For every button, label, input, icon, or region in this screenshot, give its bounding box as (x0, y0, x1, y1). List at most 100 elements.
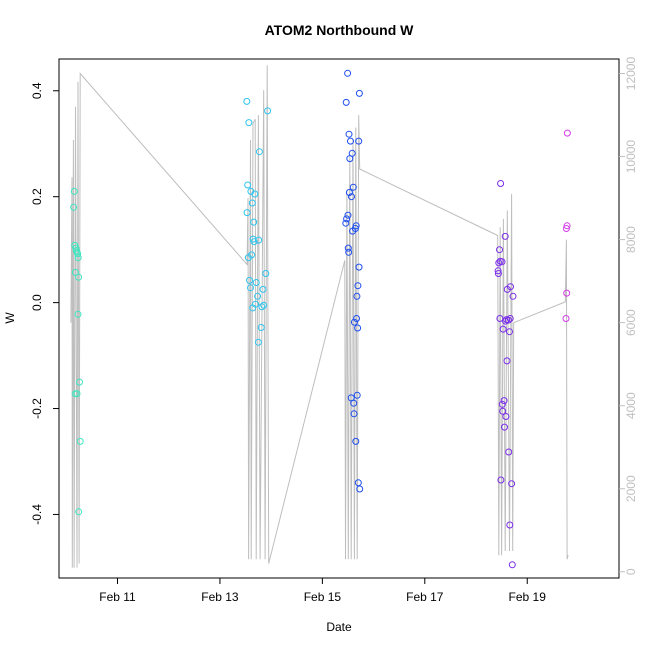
data-point (352, 437, 360, 445)
data-point (350, 318, 358, 326)
data-point (260, 301, 268, 309)
y2-tick-label: 0 (624, 568, 638, 575)
data-point (353, 391, 361, 399)
x-tick-label: Feb 19 (509, 590, 547, 604)
data-point (243, 97, 251, 105)
data-point (349, 183, 357, 191)
data-point (563, 222, 571, 230)
data-point (503, 285, 511, 293)
data-point (497, 180, 505, 187)
data-point (259, 285, 267, 293)
data-point (344, 244, 352, 252)
data-point (250, 218, 258, 226)
x-tick-label: Feb 17 (406, 590, 444, 604)
data-point (354, 282, 362, 290)
data-point (76, 378, 83, 386)
data-point (505, 448, 513, 456)
data-point (509, 292, 517, 300)
data-point (501, 232, 509, 240)
y2-tick-label: 8000 (624, 226, 638, 253)
chart-title: ATOM2 Northbound W (265, 22, 415, 38)
y2-tick-label: 4000 (624, 392, 638, 419)
data-point (74, 250, 82, 258)
data-point (244, 254, 252, 262)
y2-tick-label: 12000 (624, 57, 638, 91)
data-point (71, 268, 79, 276)
data-point (350, 399, 358, 407)
data-point (508, 480, 516, 488)
data-point (245, 119, 253, 127)
data-point (498, 400, 506, 408)
data-point (344, 211, 352, 219)
data-point (356, 485, 364, 493)
x-axis-label: Date (326, 620, 352, 634)
line-layer (70, 65, 569, 568)
data-point (508, 561, 516, 569)
data-point (243, 209, 251, 217)
data-point (254, 338, 262, 346)
data-point (255, 236, 263, 244)
data-point (246, 276, 253, 284)
data-point (346, 155, 354, 163)
data-point (74, 254, 82, 262)
data-point (73, 390, 81, 398)
y-tick-label: 0.0 (30, 294, 44, 311)
data-point (70, 203, 78, 211)
data-point (496, 315, 504, 322)
data-point (345, 130, 353, 138)
data-point (501, 423, 508, 431)
data-point (252, 279, 260, 286)
data-point (254, 292, 262, 300)
data-point (348, 193, 355, 201)
data-point (250, 238, 258, 246)
data-point (342, 219, 350, 227)
data-point (345, 248, 353, 256)
data-point (249, 304, 257, 312)
data-point (247, 284, 254, 292)
right-axis: 0 2000 4000 6000 8000 10000 12000 (619, 57, 638, 575)
secondary-line (70, 65, 569, 568)
data-point (506, 315, 514, 322)
point-layer (70, 69, 571, 569)
data-point (506, 328, 513, 336)
y2-tick-label: 2000 (624, 475, 638, 502)
data-point (503, 357, 511, 365)
y-tick-label: -0.2 (30, 398, 44, 419)
data-point (350, 410, 358, 418)
data-point (494, 267, 502, 275)
y-tick-label: 0.2 (30, 188, 44, 205)
data-point (562, 315, 570, 322)
plot-frame (58, 58, 620, 579)
data-point (251, 190, 259, 198)
data-point (499, 407, 507, 415)
data-point (244, 181, 252, 189)
y2-tick-label: 10000 (624, 140, 638, 174)
data-point (504, 316, 512, 324)
data-point (502, 413, 510, 420)
data-point (248, 199, 256, 207)
data-point (343, 215, 351, 223)
data-point (355, 263, 363, 271)
data-point (75, 508, 83, 516)
data-point (74, 310, 82, 318)
data-point (355, 137, 363, 145)
y-tick-label: 0.4 (30, 82, 44, 99)
data-point (257, 324, 265, 331)
data-point (342, 98, 350, 106)
data-point (354, 324, 362, 332)
data-point (345, 189, 353, 196)
data-point (498, 258, 506, 266)
data-point (496, 246, 503, 254)
x-tick-label: Feb 13 (201, 590, 239, 604)
data-point (562, 225, 570, 232)
x-tick-label: Feb 11 (99, 590, 136, 604)
data-point (563, 129, 571, 137)
data-point (262, 270, 270, 277)
data-point (500, 397, 508, 405)
x-axis: Feb 11 Feb 13 Feb 15 Feb 17 Feb 19 (99, 578, 546, 604)
data-point (563, 289, 571, 297)
data-point (506, 521, 514, 529)
x-tick-label: Feb 15 (304, 590, 342, 604)
y2-tick-label: 6000 (624, 309, 638, 336)
